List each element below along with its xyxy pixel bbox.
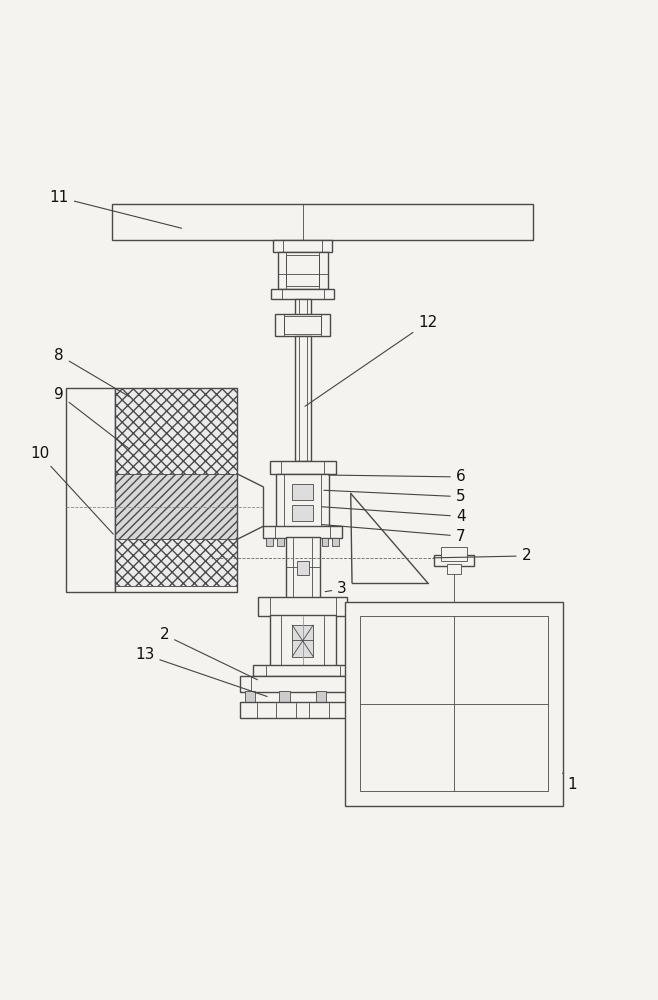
Bar [258, 597, 347, 616]
Ellipse shape [379, 662, 391, 687]
Bar [115, 474, 237, 539]
Text: 7: 7 [322, 525, 465, 544]
Bar [360, 616, 548, 791]
Text: 9: 9 [55, 387, 130, 449]
Bar [286, 537, 320, 599]
Bar [295, 336, 311, 461]
Bar [292, 484, 313, 500]
Ellipse shape [376, 747, 394, 780]
Bar [434, 555, 474, 566]
Text: 5: 5 [324, 489, 465, 504]
Text: 8: 8 [55, 348, 129, 397]
Text: 12: 12 [305, 315, 438, 406]
Text: 13: 13 [135, 647, 267, 697]
Bar [240, 702, 365, 718]
Text: 1: 1 [563, 773, 577, 792]
Bar [273, 240, 332, 252]
Bar [292, 625, 313, 657]
Bar [295, 299, 311, 316]
Bar [297, 561, 309, 575]
Bar [276, 474, 329, 528]
Bar [115, 586, 237, 592]
Bar [275, 314, 330, 336]
Bar [245, 691, 255, 703]
Ellipse shape [376, 658, 394, 691]
Bar [286, 255, 319, 286]
Bar [292, 505, 313, 521]
Ellipse shape [517, 751, 529, 776]
Bar [253, 664, 352, 676]
Bar [66, 388, 115, 592]
Text: 10: 10 [30, 446, 113, 534]
Ellipse shape [379, 751, 391, 776]
Bar [279, 691, 290, 703]
Bar [316, 691, 326, 703]
Text: 6: 6 [328, 469, 465, 484]
Text: 2: 2 [434, 548, 531, 563]
Bar [271, 289, 334, 299]
Bar [115, 539, 237, 586]
Bar [270, 461, 336, 474]
Bar [115, 388, 237, 592]
Bar [266, 538, 273, 546]
Bar [332, 538, 339, 546]
Bar [278, 252, 328, 289]
Bar [112, 204, 533, 240]
Ellipse shape [514, 747, 532, 780]
Bar [447, 564, 461, 574]
Bar [263, 526, 342, 538]
Bar [350, 691, 361, 703]
Bar [277, 538, 284, 546]
Bar [240, 676, 365, 692]
Ellipse shape [517, 662, 529, 687]
Bar [441, 547, 467, 561]
Text: 11: 11 [49, 190, 182, 228]
Bar [270, 615, 336, 666]
Bar [345, 602, 563, 806]
Bar [322, 538, 328, 546]
Text: 2: 2 [160, 627, 257, 680]
Bar [284, 316, 321, 334]
Text: 4: 4 [322, 507, 465, 524]
Text: 3: 3 [325, 581, 347, 596]
Bar [115, 388, 237, 474]
Ellipse shape [514, 658, 532, 691]
